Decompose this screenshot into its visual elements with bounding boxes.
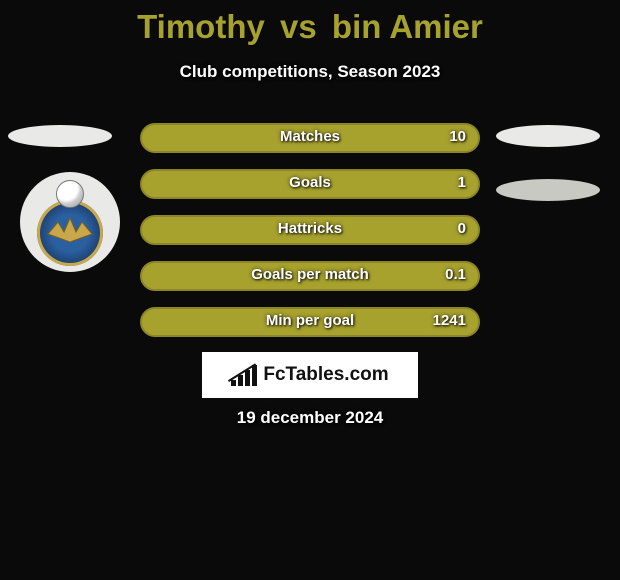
stat-right-value: 0.1 <box>445 266 466 283</box>
page-title: Timothy vs bin Amier <box>0 8 620 46</box>
vs-label: vs <box>280 8 317 45</box>
stat-label: Goals <box>140 174 480 191</box>
stat-row-mpg: Min per goal 1241 <box>140 307 480 337</box>
stat-label: Matches <box>140 128 480 145</box>
stat-label: Goals per match <box>140 266 480 283</box>
stats-bars: Matches 10 Goals 1 Hattricks 0 Goals per… <box>140 123 480 353</box>
stat-right-value: 1 <box>458 174 466 191</box>
brand-text: FcTables.com <box>263 364 388 386</box>
player-right-photo-placeholder <box>496 125 600 147</box>
stat-row-matches: Matches 10 <box>140 123 480 153</box>
subtitle: Club competitions, Season 2023 <box>0 62 620 82</box>
stat-row-hattricks: Hattricks 0 <box>140 215 480 245</box>
soccer-ball-icon <box>56 180 84 208</box>
club-badge <box>20 172 120 272</box>
player-right-photo-placeholder-2 <box>496 179 600 201</box>
comparison-card: Timothy vs bin Amier Club competitions, … <box>0 0 620 580</box>
stat-row-gpm: Goals per match 0.1 <box>140 261 480 291</box>
date-line: 19 december 2024 <box>0 408 620 428</box>
stat-right-value: 0 <box>458 220 466 237</box>
stat-row-goals: Goals 1 <box>140 169 480 199</box>
player-left-name: Timothy <box>137 8 265 45</box>
brand-box: FcTables.com <box>202 352 418 398</box>
brand-chart-icon <box>231 364 259 386</box>
stat-right-value: 10 <box>449 128 466 145</box>
player-right-name: bin Amier <box>332 8 483 45</box>
player-left-photo-placeholder <box>8 125 112 147</box>
stat-right-value: 1241 <box>433 312 466 329</box>
stat-label: Min per goal <box>140 312 480 329</box>
wings-icon <box>44 216 96 244</box>
stat-label: Hattricks <box>140 220 480 237</box>
